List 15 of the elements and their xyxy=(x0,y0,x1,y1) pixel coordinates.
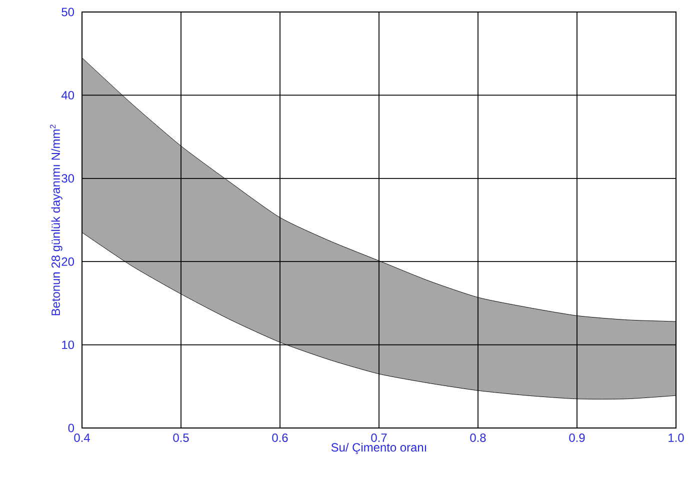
x-tick-label: 0.4 xyxy=(74,434,90,442)
y-tick-label: 0 xyxy=(68,424,74,432)
x-tick-label: 1.0 xyxy=(668,434,684,442)
y-tick-label: 30 xyxy=(62,174,74,183)
y-tick-label: 40 xyxy=(61,90,74,100)
y-tick-label: 50 xyxy=(62,8,74,16)
x-tick-label: 0.5 xyxy=(173,434,189,442)
x-tick-label: 0.9 xyxy=(569,434,585,442)
x-tick-label: 0.6 xyxy=(272,434,288,442)
x-tick-label: 0.7 xyxy=(371,434,387,442)
x-axis-title: Su/ Çimento oranı xyxy=(331,442,426,454)
y-tick-label: 20 xyxy=(62,257,74,266)
y-tick-label: 10 xyxy=(62,340,74,350)
x-tick-label: 0.8 xyxy=(470,434,486,442)
y-axis-title: Betonun 28 günlük dayanımı N/mm$^{2}$ xyxy=(50,124,62,316)
